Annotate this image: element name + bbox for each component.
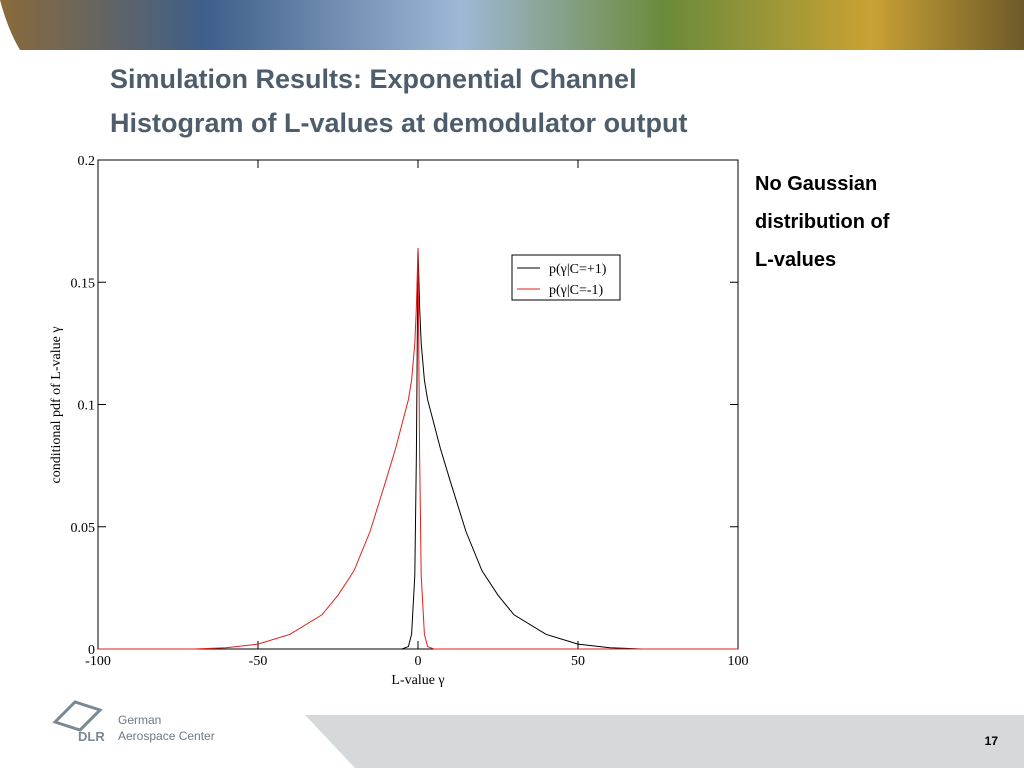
slide-title: Simulation Results: Exponential Channel — [110, 64, 637, 94]
legend-label: p(γ|C=+1) — [549, 262, 607, 277]
y-tick-label: 0.2 — [78, 154, 96, 169]
plot-frame — [97, 159, 739, 650]
chart: L-value γ conditional pdf of L-value γ -… — [49, 154, 749, 688]
org-name: German — [118, 713, 161, 727]
logo: DLR — [52, 700, 105, 744]
y-axis-label: conditional pdf of L-value γ — [49, 326, 64, 483]
legend-box — [511, 254, 621, 301]
x-tick-label: 50 — [571, 654, 585, 669]
y-tick-label: 0.05 — [71, 521, 96, 536]
side-note: distribution of — [755, 211, 890, 233]
x-tick-label: 0 — [415, 654, 422, 669]
x-tick-label: -100 — [85, 654, 111, 669]
header-banner — [0, 0, 1024, 50]
y-tick-label: 0.1 — [78, 399, 96, 414]
footer-band — [305, 715, 1024, 768]
org-name: Aerospace Center — [118, 729, 215, 743]
x-axis-label: L-value γ — [391, 673, 444, 688]
y-tick-label: 0 — [88, 643, 95, 658]
side-note: L-values — [755, 249, 836, 271]
y-tick-label: 0.15 — [71, 276, 96, 291]
side-note: No Gaussian — [755, 173, 877, 195]
legend-label: p(γ|C=-1) — [549, 283, 604, 298]
x-tick-label: -50 — [249, 654, 268, 669]
logo-text: DLR — [78, 729, 105, 744]
x-tick-label: 100 — [728, 654, 749, 669]
series-line — [98, 248, 738, 650]
page-number: 17 — [985, 734, 999, 748]
slide-title: Histogram of L-values at demodulator out… — [110, 108, 688, 138]
